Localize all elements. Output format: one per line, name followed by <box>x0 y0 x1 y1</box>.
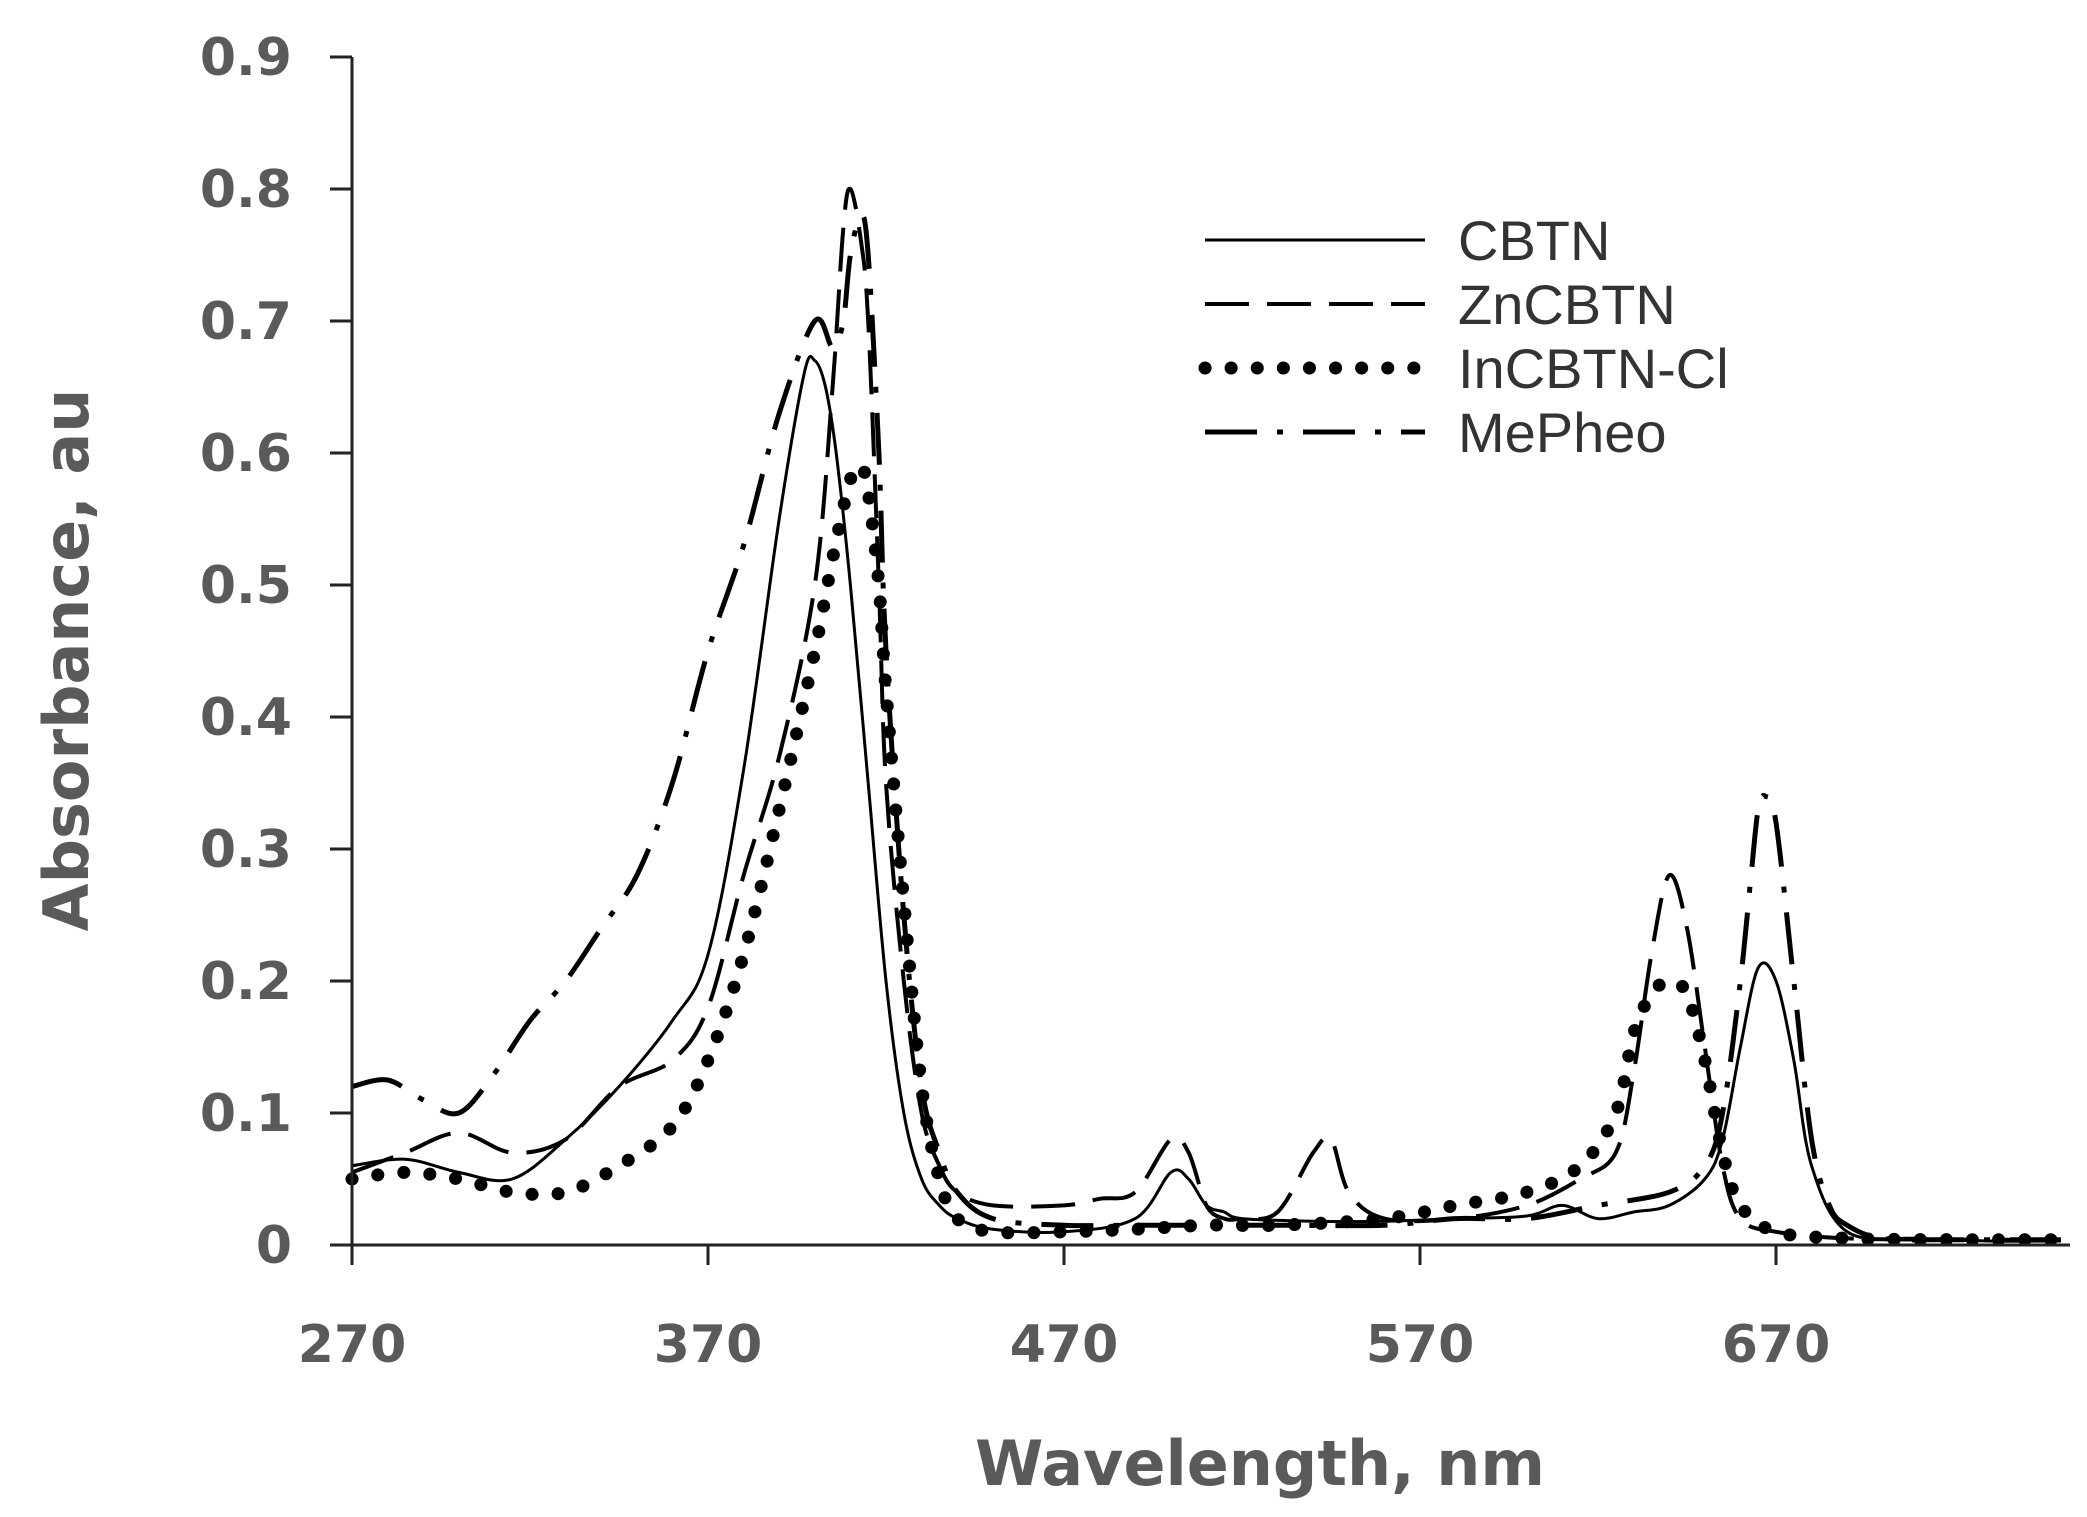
x-axis-title: Wavelength, nm <box>975 1427 1545 1500</box>
x-tick-label: 570 <box>1366 1315 1475 1375</box>
y-tick-label: 0 <box>256 1216 292 1276</box>
series-line-cbtn <box>351 354 2061 1243</box>
y-tick-label: 0.7 <box>200 292 292 352</box>
series-line-mepheo <box>351 212 2061 1243</box>
x-tick-label: 470 <box>1010 1315 1119 1375</box>
y-tick-label: 0.4 <box>200 688 292 748</box>
y-tick-label: 0.2 <box>200 952 292 1012</box>
x-tick-label: 370 <box>654 1315 763 1375</box>
y-axis-title: Absorbance, au <box>30 389 103 932</box>
series-line-incbtn-cl <box>345 458 2068 1247</box>
y-tick-label: 0.6 <box>200 424 292 484</box>
legend-label: InCBTN-Cl <box>1458 337 1729 400</box>
legend-label: CBTN <box>1458 209 1610 272</box>
y-axis-ticks: 0 0.1 0.2 0.3 0.4 0.5 0.6 0.7 0.8 0.9 <box>200 28 352 1276</box>
x-tick-label: 670 <box>1722 1315 1831 1375</box>
y-tick-label: 0.8 <box>200 160 292 220</box>
y-tick-label: 0.9 <box>200 28 292 88</box>
y-tick-label: 0.1 <box>200 1084 292 1144</box>
legend-label: MePheo <box>1458 401 1667 464</box>
plot-series-group <box>345 186 2068 1247</box>
x-axis-ticks: 270 370 470 570 670 <box>298 1245 1831 1375</box>
y-tick-label: 0.5 <box>200 556 292 616</box>
legend-label: ZnCBTN <box>1458 273 1676 336</box>
x-tick-label: 270 <box>298 1315 407 1375</box>
y-tick-label: 0.3 <box>200 820 292 880</box>
